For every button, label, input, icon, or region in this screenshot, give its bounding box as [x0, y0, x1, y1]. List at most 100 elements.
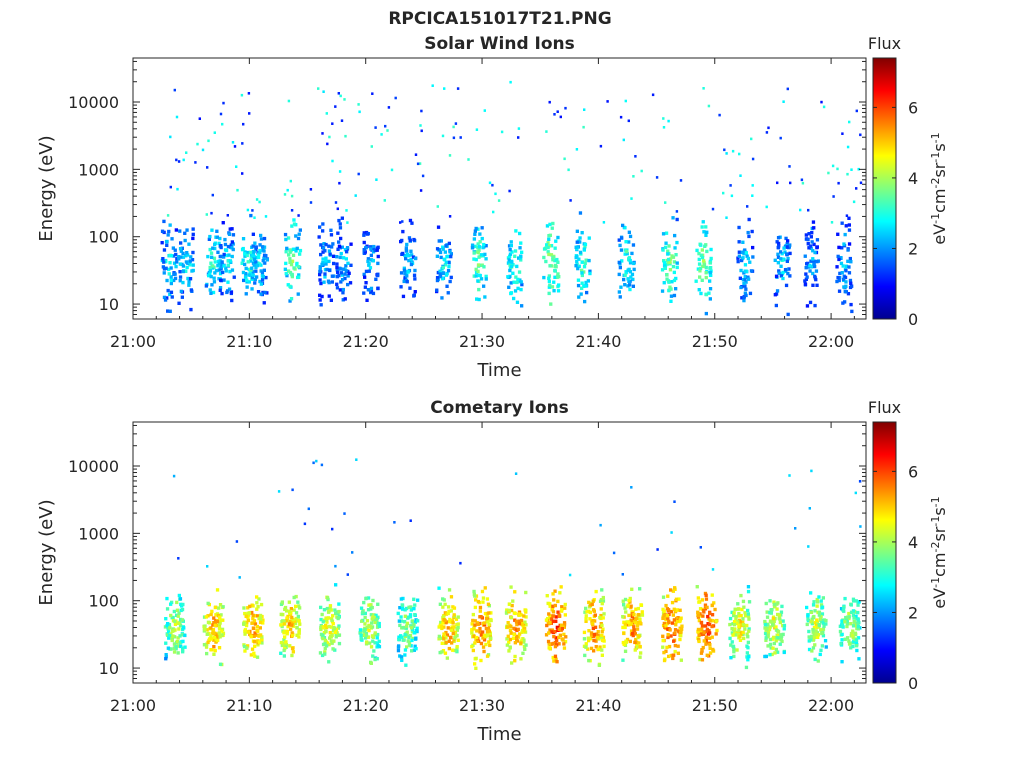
spectrogram-cell	[631, 243, 636, 247]
spectrogram-cell	[625, 249, 629, 254]
spectrogram-cell	[776, 252, 780, 256]
spectrogram-cell	[435, 288, 439, 292]
spectrogram-dot	[820, 100, 823, 104]
spectrogram-cell	[732, 613, 736, 618]
spectrogram-cell	[225, 253, 229, 258]
spectrogram-cell	[447, 605, 451, 609]
spectrogram-cell	[169, 266, 173, 270]
spectrogram-cell	[523, 647, 527, 651]
spectrogram-cell	[618, 295, 622, 299]
spectrogram-cell	[736, 602, 740, 606]
spectrogram-cell	[666, 249, 670, 253]
spectrogram-dot	[264, 215, 268, 218]
spectrogram-cell	[523, 620, 527, 624]
spectrogram-cell	[779, 257, 783, 261]
spectrogram-cell	[704, 225, 708, 229]
spectrogram-cell	[373, 631, 377, 635]
spectrogram-cell	[627, 267, 631, 272]
spectrogram-cell	[219, 613, 223, 617]
spectrogram-cell	[183, 645, 187, 649]
spectrogram-cell	[769, 646, 773, 650]
spectrogram-cell	[623, 597, 628, 602]
spectrogram-dot	[514, 472, 518, 475]
spectrogram-cell	[513, 618, 517, 622]
x-tick-label: 21:10	[226, 696, 272, 715]
spectrogram-cell	[786, 271, 790, 276]
spectrogram-cell	[217, 627, 222, 631]
spectrogram-cell	[788, 274, 792, 278]
spectrogram-cell	[552, 598, 556, 602]
spectrogram-cell	[210, 228, 214, 232]
spectrogram-cell	[370, 621, 374, 625]
spectrogram-cell	[634, 607, 638, 611]
spectrogram-cell	[330, 280, 334, 284]
spectrogram-cell	[521, 651, 525, 655]
spectrogram-dot	[776, 181, 779, 185]
spectrogram-cell	[361, 610, 365, 614]
spectrogram-cell	[170, 638, 174, 643]
spectrogram-cell	[335, 262, 339, 266]
spectrogram-cell	[743, 284, 747, 288]
spectrogram-cell	[215, 612, 220, 616]
spectrogram-cell	[515, 622, 519, 627]
spectrogram-cell	[600, 601, 604, 606]
spectrogram-cell	[477, 297, 481, 302]
spectrogram-cell	[365, 232, 369, 236]
spectrogram-cell	[219, 244, 223, 248]
spectrogram-dot	[173, 88, 176, 92]
spectrogram-cell	[297, 265, 301, 269]
spectrogram-cell	[216, 638, 220, 642]
spectrogram-cell	[664, 241, 668, 245]
spectrogram-cell	[628, 234, 633, 239]
spectrogram-cell	[329, 639, 333, 643]
spectrogram-cell	[211, 623, 215, 627]
spectrogram-dot	[767, 126, 770, 130]
spectrogram-cell	[400, 238, 404, 243]
spectrogram-dot	[452, 136, 456, 140]
spectrogram-dot	[357, 103, 360, 106]
spectrogram-cell	[322, 626, 326, 630]
spectrogram-cell	[244, 266, 248, 271]
spectrogram-cell	[598, 599, 603, 603]
spectrogram-cell	[559, 585, 563, 589]
spectrogram-cell	[369, 613, 373, 617]
spectrogram-cell	[704, 593, 708, 597]
spectrogram-cell	[210, 609, 214, 614]
spectrogram-dot	[788, 474, 791, 477]
spectrogram-cell	[810, 621, 814, 626]
spectrogram-cell	[620, 259, 624, 263]
spectrogram-cell	[584, 642, 588, 646]
spectrogram-cell	[320, 612, 324, 617]
spectrogram-dot	[241, 142, 244, 145]
spectrogram-cell	[336, 231, 340, 235]
spectrogram-cell	[318, 293, 322, 297]
spectrogram-cell	[449, 595, 454, 599]
spectrogram-cell	[679, 630, 683, 634]
spectrogram-cell	[363, 615, 367, 620]
spectrogram-cell	[667, 280, 671, 284]
spectrogram-cell	[338, 267, 342, 271]
spectrogram-cell	[809, 246, 813, 251]
spectrogram-dot	[730, 194, 734, 198]
spectrogram-cell	[165, 278, 169, 283]
spectrogram-cell	[162, 267, 167, 271]
spectrogram-cell	[162, 248, 167, 252]
spectrogram-cell	[518, 278, 522, 282]
spectrogram-cell	[546, 245, 550, 250]
spectrogram-dot	[196, 142, 199, 146]
spectrogram-cell	[415, 626, 419, 630]
spectrogram-cell	[596, 630, 600, 634]
spectrogram-cell	[481, 596, 486, 600]
spectrogram-cell	[215, 235, 219, 239]
spectrogram-cell	[702, 609, 706, 613]
spectrogram-cell	[820, 612, 825, 616]
spectrogram-dot	[236, 188, 239, 192]
spectrogram-cell	[505, 643, 509, 647]
spectrogram-cell	[246, 630, 250, 634]
spectrogram-cell	[366, 608, 371, 612]
spectrogram-cell	[813, 264, 817, 269]
spectrogram-cell	[479, 615, 483, 619]
spectrogram-cell	[593, 625, 598, 629]
spectrogram-cell	[230, 240, 234, 244]
spectrogram-cell	[284, 237, 288, 242]
